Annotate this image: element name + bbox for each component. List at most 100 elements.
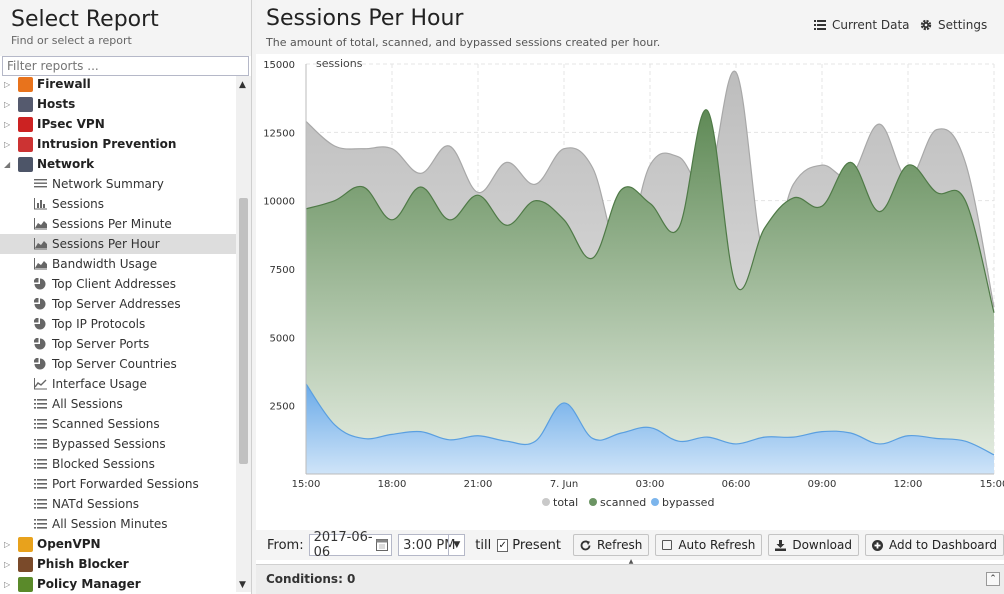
tree-category-ipsec-vpn[interactable]: ▷ IPsec VPN [0,114,236,134]
scrollbar-thumb[interactable] [239,198,248,464]
panel-subtitle: Find or select a report [11,34,132,47]
line-chart-icon [34,378,47,390]
report-toolbar: From: 2017-06-06 3:00 PM ▼ till ✓ Presen… [256,530,1004,560]
tree-item-top-server-addresses[interactable]: Top Server Addresses [0,294,236,314]
pie-chart-icon [34,278,46,290]
conditions-panel[interactable]: Conditions: 0 ⌃ [256,564,1004,594]
tree-item-bandwidth-usage[interactable]: Bandwidth Usage [0,254,236,274]
refresh-icon [580,540,591,550]
report-selector-panel: Select Report Find or select a report ▷ F… [0,0,252,594]
settings-button[interactable]: Settings [920,18,987,32]
collapsed-arrow-icon[interactable]: ▷ [4,579,11,589]
tree-item-network-summary[interactable]: Network Summary [0,174,236,194]
filter-reports-input[interactable] [2,56,249,76]
chevron-down-icon[interactable]: ▼ [448,535,464,555]
tree-item-top-client-addresses[interactable]: Top Client Addresses [0,274,236,294]
tree-item-top-ip-protocols[interactable]: Top IP Protocols [0,314,236,334]
tree-item-label: Top Server Countries [52,357,177,371]
collapsed-arrow-icon[interactable]: ▷ [4,139,11,149]
legend-item-scanned[interactable]: scanned [589,496,646,509]
tree-item-all-sessions[interactable]: All Sessions [0,394,236,414]
sessions-chart[interactable]: 15000 12500 10000 7500 5000 2500 15:00 18:00 21:… [256,54,1004,530]
auto-refresh-button[interactable]: Auto Refresh [655,534,763,556]
tree-item-label: Sessions Per Minute [52,217,172,231]
area-chart-icon [34,218,47,230]
add-to-dashboard-label: Add to Dashboard [888,538,997,552]
tree-item-top-server-countries[interactable]: Top Server Countries [0,354,236,374]
report-view: Sessions Per Hour The amount of total, s… [256,0,1004,594]
x-tick-label: 06:00 [722,479,751,490]
report-header: Sessions Per Hour The amount of total, s… [256,0,1004,54]
area-chart-icon [34,238,47,250]
tree-category-openvpn[interactable]: ▷ OpenVPN [0,534,236,554]
collapsed-arrow-icon[interactable]: ▷ [4,539,11,549]
tree-item-label: Sessions Per Hour [52,237,160,251]
tree-item-bypassed-sessions[interactable]: Bypassed Sessions [0,434,236,454]
legend-marker [542,498,550,506]
tree-scrollbar[interactable]: ▲ ▼ [236,76,251,592]
series-line-scanned [305,109,995,313]
collapsed-arrow-icon[interactable]: ▷ [4,79,11,89]
collapsed-arrow-icon[interactable]: ▷ [4,559,11,569]
tree-category-label: IPsec VPN [37,117,105,131]
from-date-value: 2017-06-06 [313,530,373,560]
tree-category-network[interactable]: ◢ Network [0,154,236,174]
series-area-bypassed [306,383,994,474]
current-data-button[interactable]: Current Data [814,18,910,32]
scroll-down-icon[interactable]: ▼ [239,580,246,590]
calendar-icon[interactable] [376,539,389,551]
from-date-field[interactable]: 2017-06-06 [308,530,393,560]
x-tick-label: 09:00 [808,479,837,490]
tree-item-sessions[interactable]: Sessions [0,194,236,214]
tree-category-firewall[interactable]: ▷ Firewall [0,76,236,94]
refresh-button[interactable]: Refresh [573,534,650,556]
legend-label: bypassed [662,496,714,509]
series-area-scanned [306,109,994,474]
tree-category-phish-blocker[interactable]: ▷ Phish Blocker [0,554,236,574]
tree-item-all-session-minutes[interactable]: All Session Minutes [0,514,236,534]
tree-category-policy-manager[interactable]: ▷ Policy Manager [0,574,236,592]
legend-item-bypassed[interactable]: bypassed [651,496,714,509]
refresh-label: Refresh [597,538,643,552]
current-data-label: Current Data [832,18,910,32]
x-tick-label: 21:00 [464,479,493,490]
tree-item-interface-usage[interactable]: Interface Usage [0,374,236,394]
tree-item-natd-sessions[interactable]: NATd Sessions [0,494,236,514]
tree-item-label: All Session Minutes [52,517,168,531]
tree-item-blocked-sessions[interactable]: Blocked Sessions [0,454,236,474]
tree-item-label: Scanned Sessions [52,417,160,431]
splitter-handle[interactable]: ▲ [628,558,634,565]
download-button[interactable]: Download [768,534,859,556]
collapsed-arrow-icon[interactable]: ▷ [4,99,11,109]
tree-item-port-forwarded-sessions[interactable]: Port Forwarded Sessions [0,474,236,494]
conditions-label: Conditions: 0 [266,572,356,586]
tree-category-label: Phish Blocker [37,557,129,571]
collapse-up-icon[interactable]: ⌃ [986,572,1000,586]
collapsed-arrow-icon[interactable]: ▷ [4,119,11,129]
tree-item-scanned-sessions[interactable]: Scanned Sessions [0,414,236,434]
list-icon [34,499,47,509]
tree-item-sessions-per-minute[interactable]: Sessions Per Minute [0,214,236,234]
app-icon [18,136,33,152]
present-checkbox[interactable]: ✓ [497,538,509,552]
report-tree: ▷ Firewall ▷ Hosts ▷ IPsec VPN ▷ Intrusion Prev… [0,76,236,592]
scroll-up-icon[interactable]: ▲ [239,80,246,90]
tree-item-sessions-per-hour[interactable]: Sessions Per Hour [0,234,236,254]
expanded-arrow-icon[interactable]: ◢ [4,159,11,169]
app-icon [18,576,33,592]
tree-category-hosts[interactable]: ▷ Hosts [0,94,236,114]
x-tick-label: 15:00 [980,479,1004,490]
present-label: Present [512,537,561,553]
tree-category-intrusion-prevention[interactable]: ▷ Intrusion Prevention [0,134,236,154]
list-icon [34,399,47,409]
text-icon [34,179,47,188]
tree-item-label: Bypassed Sessions [52,437,166,451]
add-to-dashboard-button[interactable]: Add to Dashboard [864,534,1004,556]
tree-item-top-server-ports[interactable]: Top Server Ports [0,334,236,354]
bar-chart-icon [34,198,47,210]
legend-marker [589,498,597,506]
x-tick-label: 7. Jun [550,479,578,490]
legend-item-total[interactable]: total [542,496,578,509]
tree-item-label: Interface Usage [52,377,147,391]
from-time-select[interactable]: 3:00 PM ▼ [398,534,466,556]
